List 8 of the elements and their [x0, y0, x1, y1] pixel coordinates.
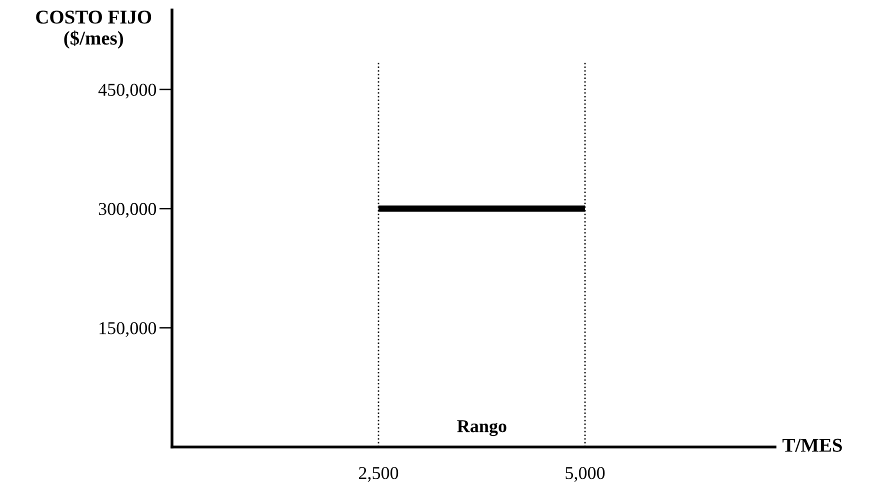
annotation: Rango — [457, 420, 506, 436]
y-tick-label: 300,000 — [98, 202, 156, 218]
y-tick-label: 450,000 — [98, 84, 156, 98]
y-tick-label: 150,000 — [100, 322, 156, 337]
x-tick-label: 2,500 — [358, 466, 398, 482]
x-axis-title: T/MES — [782, 438, 842, 452]
y-axis-title: COSTO FIJO ($/mes) — [36, 10, 152, 49]
x-tick-label: 5,000 — [566, 466, 605, 482]
